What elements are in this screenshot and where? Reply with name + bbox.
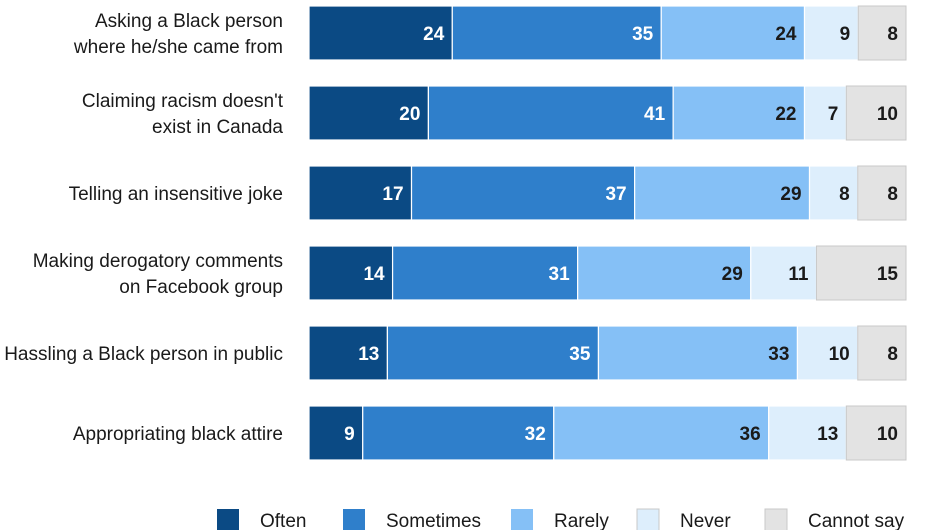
row-3-value-sometimes: 37: [605, 184, 626, 205]
row-2-value-sometimes: 41: [644, 104, 666, 125]
legend: Often Sometimes Rarely Never Cannot say: [217, 508, 905, 530]
row-4-value-sometimes: 31: [549, 264, 571, 285]
row-6-bar-often: [308, 405, 364, 461]
row-3-value-often: 17: [382, 184, 403, 205]
row-6-value-rarely: 36: [740, 424, 761, 445]
row-4-value-cannot-say: 15: [877, 264, 899, 285]
row-4-value-rarely: 29: [722, 264, 743, 285]
row-5-value-cannot-say: 8: [887, 344, 898, 365]
row-3-bar-never: [808, 165, 859, 221]
legend-label-never: Never: [680, 511, 731, 530]
row-1-bar-cannot-say: [857, 5, 907, 61]
row-6-bar-sometimes: [362, 405, 555, 461]
legend-swatch-sometimes: [343, 509, 365, 530]
row-5-bar-never: [796, 325, 859, 381]
legend-swatch-cannot-say: [764, 508, 788, 530]
row-1-value-never: 9: [840, 24, 851, 45]
row-3-bar-cannot-say: [857, 165, 907, 221]
row-5-bar-cannot-say: [857, 325, 907, 381]
row-1-value-often: 24: [423, 24, 445, 45]
row-5-value-often: 13: [358, 344, 379, 365]
row-3-value-never: 8: [839, 184, 850, 205]
row-1-bar-sometimes: [451, 5, 662, 61]
row-1-value-sometimes: 35: [632, 24, 654, 45]
row-5-value-rarely: 33: [768, 344, 789, 365]
row-6-value-never: 13: [817, 424, 838, 445]
row-4-value-never: 11: [788, 264, 809, 285]
row-3-value-rarely: 29: [780, 184, 801, 205]
row-5-value-sometimes: 35: [569, 344, 591, 365]
row-3-value-cannot-say: 8: [887, 184, 898, 205]
row-2-value-rarely: 22: [775, 104, 796, 125]
legend-label-often: Often: [260, 511, 306, 530]
row-6-bar-cannot-say: [845, 405, 907, 461]
row-2-bar-sometimes: [427, 85, 674, 141]
row-3-label: Telling an insensitive joke: [69, 184, 283, 205]
row-1-value-cannot-say: 8: [887, 24, 898, 45]
row-1-bar-often: [308, 5, 453, 61]
row-3-bar-rarely: [634, 165, 811, 221]
legend-label-cannot-say: Cannot say: [808, 511, 905, 530]
row-6-bar-never: [768, 405, 847, 461]
row-5-label: Hassling a Black person in public: [4, 344, 283, 365]
row-4-bar-sometimes: [391, 245, 579, 301]
row-6-value-sometimes: 32: [525, 424, 546, 445]
row-6-bar-rarely: [553, 405, 770, 461]
row-2-label: Claiming racism doesn't exist in Canada: [82, 91, 284, 138]
row-2-bar-never: [803, 85, 847, 141]
row-1-bar-never: [803, 5, 859, 61]
row-5-bar-often: [308, 325, 388, 381]
legend-swatch-never: [636, 508, 660, 530]
row-1-bar-rarely: [660, 5, 806, 61]
category-labels: Asking a Black person where he/she came f…: [4, 11, 284, 445]
row-2-value-never: 7: [828, 104, 839, 125]
row-1-value-rarely: 24: [775, 24, 797, 45]
row-4-bar-cannot-say: [815, 245, 907, 301]
legend-swatch-often: [217, 509, 239, 530]
row-2-bar-rarely: [672, 85, 806, 141]
row-5-value-never: 10: [829, 344, 850, 365]
legend-swatch-rarely: [511, 509, 533, 530]
row-3-bar-often: [308, 165, 413, 221]
row-5-bar-sometimes: [386, 325, 600, 381]
row-1-label: Asking a Black person where he/she came f…: [73, 11, 283, 58]
row-4-value-often: 14: [363, 264, 385, 285]
row-2-value-cannot-say: 10: [877, 104, 898, 125]
row-2-value-often: 20: [399, 104, 420, 125]
row-6-label: Appropriating black attire: [73, 424, 283, 445]
row-4-bar-never: [750, 245, 818, 301]
row-4-bar-often: [308, 245, 394, 301]
row-4-label: Making derogatory comments on Facebook gr…: [33, 251, 283, 298]
row-6-value-often: 9: [344, 424, 355, 445]
row-6-value-cannot-say: 10: [877, 424, 898, 445]
legend-label-sometimes: Sometimes: [386, 511, 481, 530]
row-2-bar-cannot-say: [845, 85, 907, 141]
legend-label-rarely: Rarely: [554, 511, 609, 530]
bars: 24 35 24 9 8 20 41 22 7 10 17 37 29 8 8 14 31 29 11 15 13 35 3…: [308, 5, 907, 461]
row-3-bar-sometimes: [410, 165, 636, 221]
